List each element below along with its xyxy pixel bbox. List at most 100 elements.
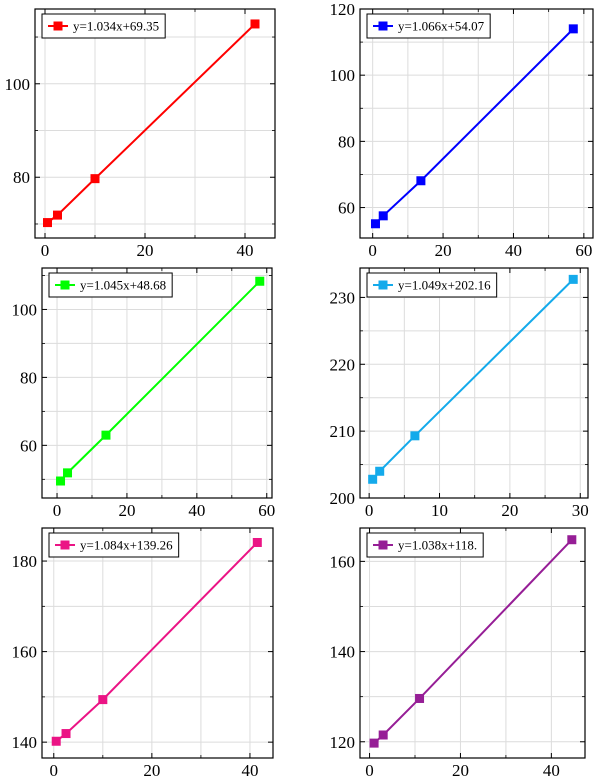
y-tick-label: 140: [330, 643, 356, 662]
x-tick-label: 40: [241, 761, 258, 780]
y-tick-label: 100: [330, 66, 356, 85]
data-point: [568, 24, 578, 34]
y-tick-label: 80: [338, 132, 355, 151]
x-tick-label: 10: [431, 501, 448, 520]
y-tick-label: 60: [338, 199, 355, 218]
legend: y=1.049x+202.16: [366, 272, 498, 298]
data-point: [98, 695, 108, 705]
plot-frame: [34, 8, 276, 239]
y-tick-label: 80: [20, 368, 37, 387]
legend: y=1.045x+48.68: [48, 272, 173, 298]
legend-label: y=1.066x+54.07: [398, 19, 485, 34]
data-point: [378, 211, 388, 221]
chart-panel-2: 0 20 40 60 60 80 100 120 y=1.066x+54.07: [330, 0, 594, 260]
data-point: [61, 729, 71, 739]
legend-marker: [60, 280, 70, 290]
data-point: [255, 276, 265, 286]
x-tick-label: 0: [50, 761, 59, 780]
data-point: [415, 693, 425, 703]
legend-marker: [378, 21, 388, 31]
data-point: [90, 174, 100, 184]
x-tick-label: 40: [543, 761, 560, 780]
x-tick-label: 30: [572, 501, 589, 520]
data-point: [370, 219, 380, 229]
y-tick-label: 180: [12, 552, 38, 571]
data-point: [250, 19, 260, 29]
series-line: [371, 278, 574, 480]
series-line: [373, 539, 573, 744]
y-tick-label: 220: [330, 355, 356, 374]
y-tick-label: 80: [13, 168, 30, 187]
x-tick-label: 40: [237, 241, 254, 260]
x-tick-label: 40: [505, 241, 522, 260]
plot-frame: [359, 8, 594, 239]
series-line: [374, 28, 574, 225]
legend: y=1.034x+69.35: [41, 13, 166, 39]
series-line: [59, 280, 261, 482]
x-tick-label: 0: [368, 241, 377, 260]
legend-marker: [53, 21, 63, 31]
x-tick-label: 40: [188, 501, 205, 520]
data-point: [567, 535, 577, 545]
x-tick-label: 0: [41, 241, 50, 260]
chart-panel-1: 0 20 40 80 100 y=1.034x+69.35: [5, 8, 276, 260]
x-tick-label: 20: [143, 761, 160, 780]
legend-label: y=1.038x+118.: [398, 538, 477, 553]
x-tick-label: 20: [435, 241, 452, 260]
plot-frame: [41, 527, 274, 759]
series-line: [55, 541, 259, 743]
y-tick-label: 160: [330, 552, 356, 571]
data-point: [63, 468, 73, 478]
data-point: [51, 736, 61, 746]
legend-marker: [378, 280, 388, 290]
chart-panel-4: 0 10 20 30 200 210 220 230 y=1.049x+202.16: [330, 267, 589, 520]
data-point: [378, 730, 388, 740]
legend: y=1.084x+139.26: [48, 532, 180, 558]
legend: y=1.038x+118.: [366, 532, 484, 558]
data-point: [252, 537, 262, 547]
plot-frame: [359, 267, 589, 499]
legend: y=1.066x+54.07: [366, 13, 491, 39]
legend-marker: [60, 540, 70, 550]
legend-label: y=1.084x+139.26: [80, 538, 173, 553]
x-tick-label: 0: [365, 761, 374, 780]
x-tick-label: 20: [137, 241, 154, 260]
plot-frame: [41, 267, 273, 499]
x-tick-label: 20: [118, 501, 135, 520]
y-tick-label: 120: [330, 0, 356, 19]
x-tick-label: 20: [452, 761, 469, 780]
y-tick-label: 140: [12, 733, 38, 752]
y-tick-label: 60: [20, 436, 37, 455]
data-point: [568, 274, 578, 284]
legend-label: y=1.049x+202.16: [398, 278, 491, 293]
chart-panel-5: 0 20 40 140 160 180 y=1.084x+139.26: [12, 527, 274, 780]
x-tick-label: 60: [575, 241, 592, 260]
legend-box: [48, 532, 180, 558]
y-tick-label: 230: [330, 288, 356, 307]
y-tick-label: 100: [12, 300, 38, 319]
x-tick-label: 20: [501, 501, 518, 520]
plot-frame: [359, 527, 586, 759]
data-point: [369, 738, 379, 748]
x-tick-label: 0: [53, 501, 62, 520]
data-point: [43, 218, 52, 228]
series-line: [46, 23, 256, 224]
legend-label: y=1.045x+48.68: [80, 278, 166, 293]
y-tick-label: 100: [5, 75, 31, 94]
data-point: [410, 431, 420, 441]
legend-marker: [378, 540, 388, 550]
y-tick-label: 210: [330, 422, 356, 441]
y-tick-label: 200: [330, 489, 356, 508]
chart-panel-3: 0 20 40 60 60 80 100 y=1.045x+48.68: [12, 267, 275, 520]
data-point: [56, 476, 66, 486]
data-point: [53, 210, 62, 220]
legend-label: y=1.034x+69.35: [73, 19, 159, 34]
x-tick-label: 60: [258, 501, 275, 520]
chart-panel-6: 0 20 40 120 140 160 y=1.038x+118.: [330, 527, 586, 780]
data-point: [416, 176, 426, 186]
x-tick-label: 0: [365, 501, 374, 520]
data-point: [101, 430, 111, 440]
y-tick-label: 160: [12, 643, 38, 662]
y-tick-label: 120: [330, 733, 356, 752]
